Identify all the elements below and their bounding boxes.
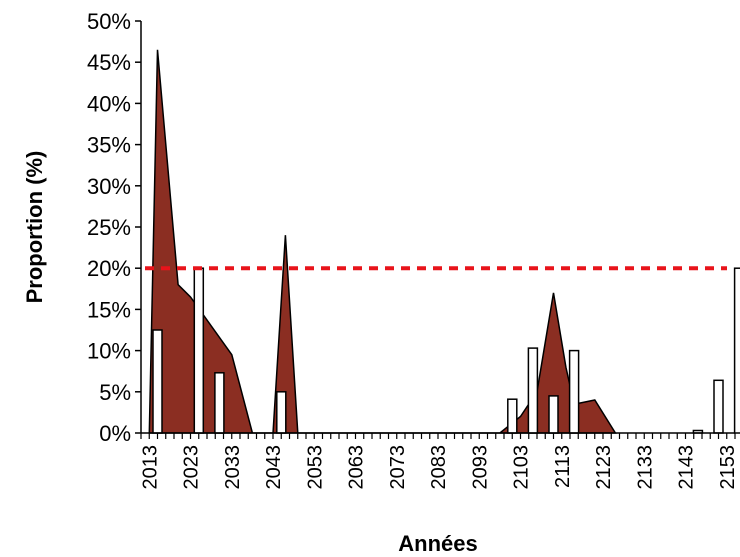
x-tick-label: 2063 — [346, 445, 368, 490]
bar-0 — [152, 329, 163, 434]
y-tick-label: 35% — [87, 133, 131, 158]
x-tick-label: 2153 — [717, 445, 739, 490]
x-axis-title: Années — [398, 531, 477, 556]
x-tick-label: 2053 — [304, 445, 326, 490]
bar-series — [152, 267, 740, 434]
x-tick-label: 2033 — [222, 445, 244, 490]
axes — [135, 20, 736, 439]
x-tick-label: 2133 — [634, 445, 656, 490]
bar-10 — [733, 267, 740, 434]
y-tick-label: 5% — [99, 380, 131, 405]
bar-2 — [214, 372, 225, 434]
x-tick-label: 2103 — [511, 445, 533, 490]
y-tick-label: 20% — [87, 256, 131, 281]
y-tick-labels: 0% 5% 10% 15% 20% 25% 30% 35% 40% 45% 50% — [87, 9, 131, 446]
y-tick-label: 10% — [87, 339, 131, 364]
bar-5 — [527, 347, 539, 434]
y-tick-label: 45% — [87, 50, 131, 75]
x-tick-label: 2083 — [428, 445, 450, 490]
x-tick-label: 2113 — [552, 445, 574, 488]
bar-3 — [276, 391, 287, 434]
y-tick-label: 40% — [87, 91, 131, 116]
y-tick-label: 25% — [87, 215, 131, 240]
x-tick-labels: 2013 2023 2033 2043 2053 2063 2073 2083 2093 2103… — [139, 445, 739, 490]
y-tick-label: 0% — [99, 421, 131, 446]
bar-6 — [548, 395, 559, 434]
x-tick-label: 2013 — [139, 445, 161, 490]
y-tick-label: 50% — [87, 9, 131, 34]
y-axis-title: Proportion (%) — [22, 151, 47, 304]
bar-4 — [507, 398, 518, 434]
y-tick-label: 15% — [87, 297, 131, 322]
bar-9 — [713, 379, 724, 434]
bar-7 — [568, 349, 580, 434]
y-tick-label: 30% — [87, 174, 131, 199]
x-tick-label: 2093 — [469, 445, 491, 490]
x-tick-label: 2143 — [676, 445, 698, 490]
x-tick-label: 2073 — [387, 445, 409, 490]
x-tick-label: 2123 — [593, 445, 615, 490]
x-tick-label: 2023 — [181, 445, 203, 490]
x-tick-label: 2043 — [263, 445, 285, 490]
bar-1 — [193, 267, 205, 434]
